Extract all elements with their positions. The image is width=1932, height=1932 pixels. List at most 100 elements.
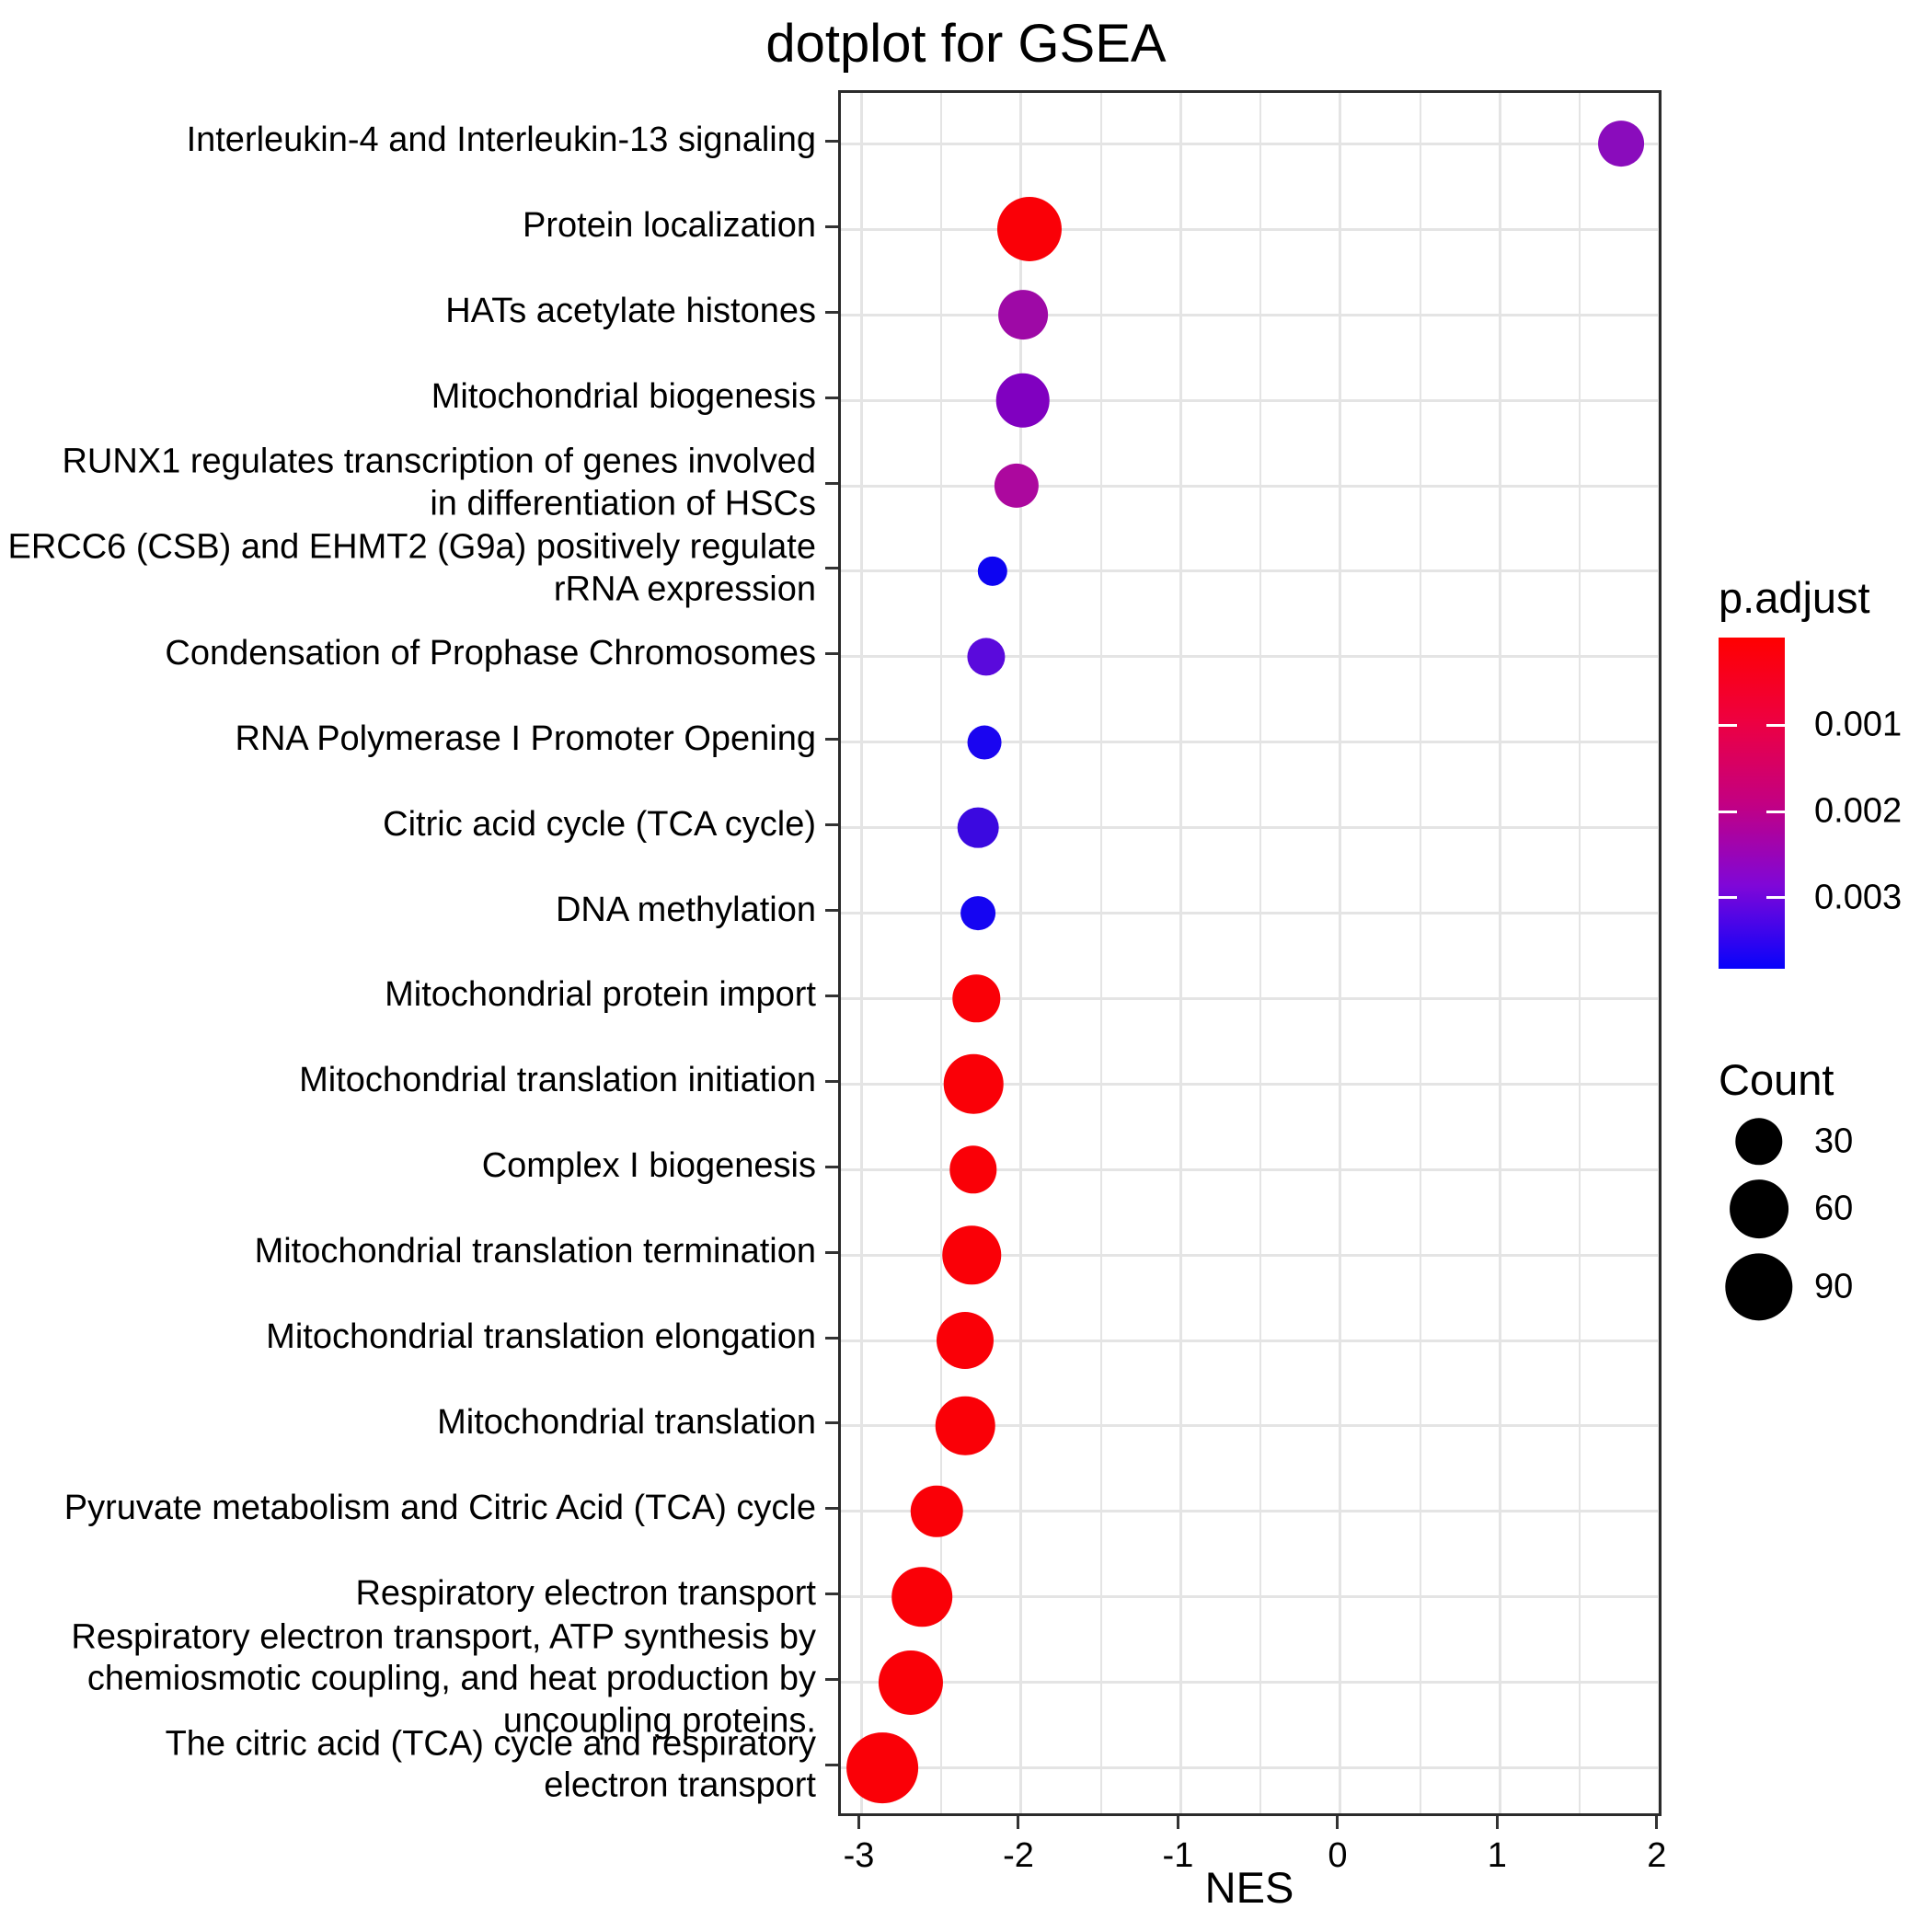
y-tick-mark — [825, 224, 838, 228]
y-tick-label: HATs acetylate histones — [445, 292, 816, 331]
y-tick-label: ERCC6 (CSB) and EHMT2 (G9a) positively r… — [7, 527, 816, 608]
padjust-tick-label: 0.001 — [1814, 705, 1903, 744]
x-major-gridline — [1019, 93, 1023, 1813]
data-point-dot — [949, 1145, 997, 1193]
data-point-dot — [996, 197, 1062, 262]
y-major-gridline — [841, 1510, 1659, 1513]
count-key-dot — [1735, 1118, 1783, 1166]
y-major-gridline — [841, 398, 1659, 402]
x-major-gridline — [1498, 93, 1501, 1813]
padjust-colorbar-tick — [1766, 896, 1785, 900]
data-point-dot — [995, 373, 1050, 428]
plot-title: dotplot for GSEA — [765, 14, 1167, 74]
y-tick-label: DNA methylation — [555, 890, 816, 929]
padjust-tick-label: 0.003 — [1814, 878, 1903, 917]
y-major-gridline — [841, 912, 1659, 915]
y-tick-mark — [825, 567, 838, 570]
y-tick-mark — [825, 823, 838, 827]
x-minor-gridline — [1259, 93, 1262, 1813]
data-point-dot — [977, 556, 1007, 587]
y-tick-label: Mitochondrial translation elongation — [266, 1317, 816, 1357]
data-point-dot — [936, 1396, 995, 1456]
x-tick-label: -3 — [843, 1836, 875, 1875]
y-tick-label: Mitochondrial protein import — [385, 975, 816, 1015]
data-point-dot — [879, 1650, 944, 1715]
y-tick-label: Complex I biogenesis — [481, 1146, 816, 1186]
y-major-gridline — [841, 1424, 1659, 1428]
data-point-dot — [957, 807, 999, 848]
y-tick-label: Interleukin-4 and Interleukin-13 signali… — [186, 121, 816, 160]
y-tick-label: The citric acid (TCA) cycle and respirat… — [165, 1723, 816, 1805]
y-tick-mark — [825, 652, 838, 656]
y-tick-mark — [825, 738, 838, 742]
data-point-dot — [967, 638, 1006, 676]
y-tick-mark — [825, 1678, 838, 1682]
x-major-gridline — [1179, 93, 1182, 1813]
x-minor-gridline — [1579, 93, 1581, 1813]
y-tick-mark — [825, 1079, 838, 1083]
x-major-gridline — [860, 93, 864, 1813]
padjust-colorbar-tick — [1719, 810, 1737, 813]
data-point-dot — [952, 974, 1001, 1023]
padjust-colorbar-tick — [1719, 723, 1737, 727]
y-tick-mark — [825, 909, 838, 913]
padjust-legend-title: p.adjust — [1719, 573, 1870, 622]
y-major-gridline — [841, 996, 1659, 1000]
y-tick-label: RNA Polymerase I Promoter Opening — [235, 719, 817, 758]
data-point-dot — [846, 1731, 918, 1804]
x-minor-gridline — [1419, 93, 1421, 1813]
x-minor-gridline — [1099, 93, 1102, 1813]
x-tick-label: 1 — [1487, 1836, 1507, 1875]
y-tick-label: RUNX1 regulates transcription of genes i… — [62, 442, 816, 523]
x-tick-mark — [1655, 1816, 1659, 1829]
y-major-gridline — [841, 484, 1659, 488]
y-tick-label: Mitochondrial translation initiation — [299, 1061, 816, 1100]
y-major-gridline — [841, 569, 1659, 573]
y-tick-mark — [825, 481, 838, 485]
y-tick-mark — [825, 396, 838, 399]
count-key-dot — [1730, 1179, 1788, 1239]
x-major-gridline — [1658, 93, 1659, 1813]
y-tick-label: Mitochondrial translation — [437, 1403, 816, 1443]
y-major-gridline — [841, 227, 1659, 231]
count-key-label: 60 — [1814, 1189, 1854, 1228]
x-tick-label: -2 — [1003, 1836, 1034, 1875]
y-tick-mark — [825, 1593, 838, 1596]
y-tick-label: Protein localization — [523, 206, 816, 246]
y-tick-mark — [825, 994, 838, 997]
y-major-gridline — [841, 655, 1659, 659]
count-key-label: 30 — [1814, 1121, 1854, 1161]
x-tick-mark — [857, 1816, 861, 1829]
y-major-gridline — [841, 1595, 1659, 1599]
data-point-dot — [943, 1054, 1004, 1114]
y-tick-label: Condensation of Prophase Chromosomes — [165, 634, 816, 673]
y-major-gridline — [841, 1253, 1659, 1257]
count-key-dot — [1725, 1253, 1793, 1321]
data-point-dot — [960, 895, 996, 931]
y-major-gridline — [841, 1339, 1659, 1342]
padjust-tick-label: 0.002 — [1814, 791, 1903, 831]
y-tick-label: Citric acid cycle (TCA cycle) — [383, 804, 816, 844]
padjust-colorbar-tick — [1719, 896, 1737, 900]
x-axis-title: NES — [1204, 1863, 1294, 1912]
count-legend-title: Count — [1719, 1055, 1834, 1104]
y-tick-mark — [825, 1165, 838, 1168]
x-tick-mark — [1017, 1816, 1020, 1829]
x-tick-label: -1 — [1162, 1836, 1194, 1875]
x-tick-label: 0 — [1328, 1836, 1348, 1875]
y-major-gridline — [841, 313, 1659, 316]
x-tick-mark — [1336, 1816, 1340, 1829]
y-tick-label: Mitochondrial biogenesis — [431, 377, 816, 417]
padjust-colorbar-tick — [1766, 723, 1785, 727]
data-point-dot — [997, 290, 1048, 340]
y-tick-mark — [825, 139, 838, 143]
data-point-dot — [1598, 121, 1645, 167]
x-tick-mark — [1176, 1816, 1179, 1829]
y-major-gridline — [841, 741, 1659, 744]
y-tick-label: Mitochondrial translation termination — [254, 1232, 816, 1271]
data-point-dot — [937, 1312, 995, 1370]
x-tick-mark — [1495, 1816, 1499, 1829]
data-point-dot — [891, 1566, 953, 1627]
x-tick-label: 2 — [1647, 1836, 1667, 1875]
